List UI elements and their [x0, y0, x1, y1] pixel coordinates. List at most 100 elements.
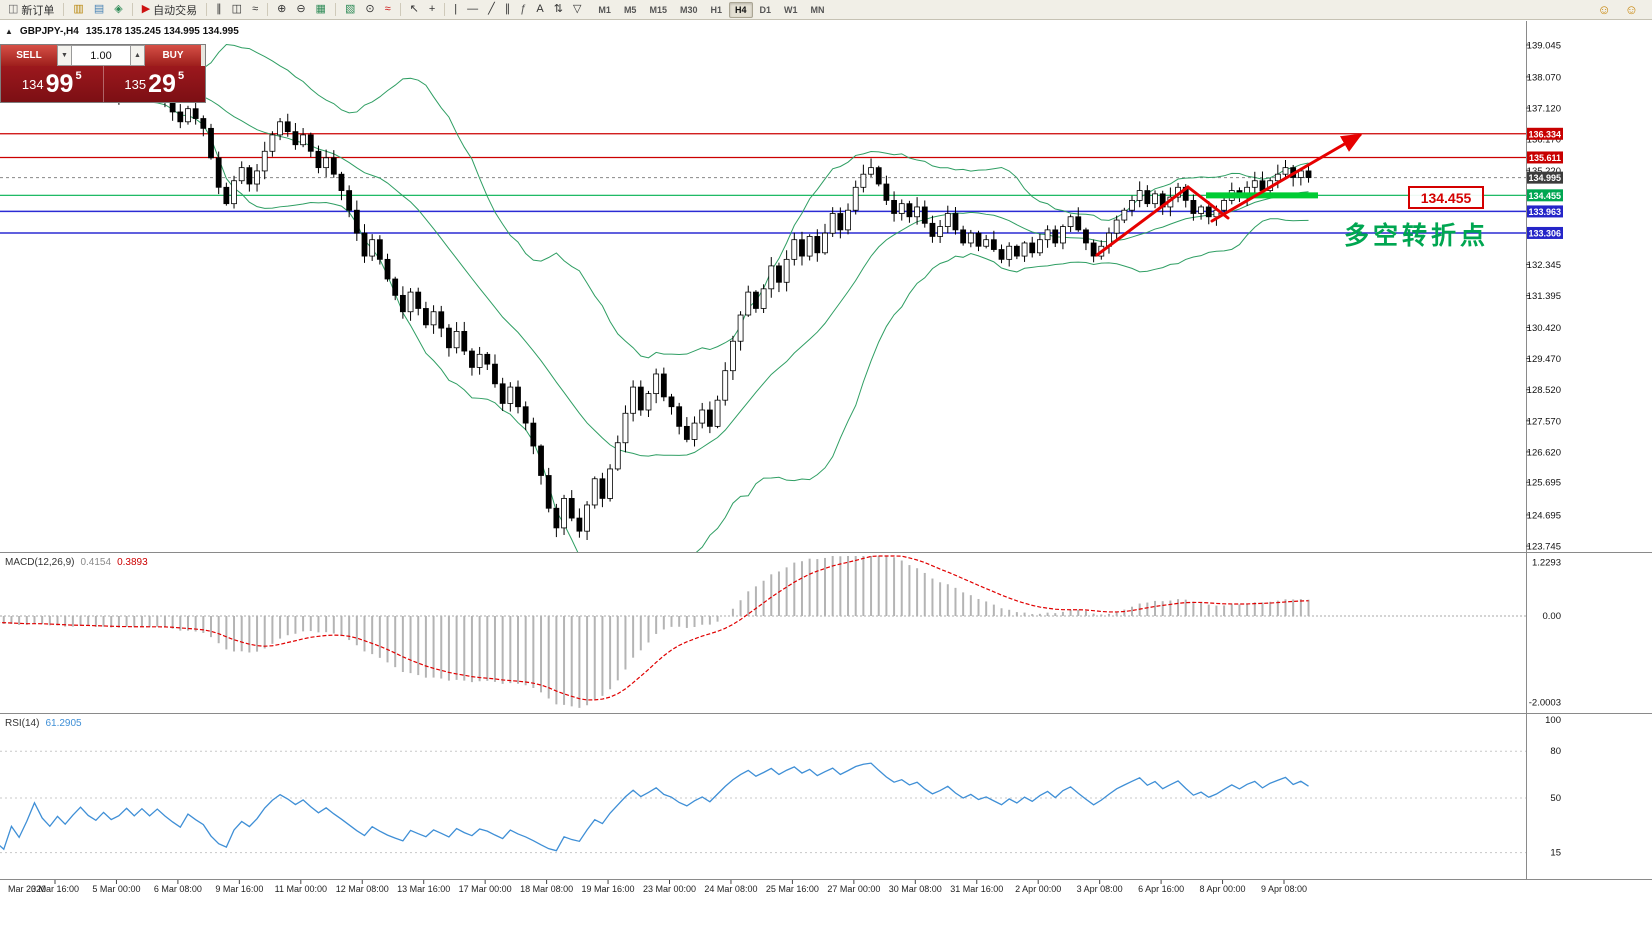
svg-text:134.995: 134.995 [1528, 173, 1561, 183]
new-order-button[interactable]: ◫ 新订单 [3, 1, 59, 19]
timeframe-mn-button[interactable]: MN [810, 4, 825, 15]
timeframe-h1-button[interactable]: H1 [710, 4, 722, 15]
timeframe-m5-button[interactable]: M5 [623, 4, 637, 15]
horizontal-line-icon: — [467, 3, 479, 15]
svg-text:Mar 2020: Mar 2020 [8, 884, 46, 894]
candlestick-chart-button[interactable]: ◫ [227, 1, 247, 19]
tile-windows-icon: ▦ [315, 3, 326, 15]
svg-text:25 Mar 16:00: 25 Mar 16:00 [766, 884, 819, 894]
svg-text:2 Apr 00:00: 2 Apr 00:00 [1015, 884, 1061, 894]
crosshair-button[interactable]: + [424, 1, 440, 19]
data-window-icon: ▤ [93, 3, 105, 15]
community-smiley-button[interactable]: ☺ [1597, 2, 1611, 17]
shapes-button[interactable]: ▽ [568, 1, 586, 19]
support-line-label [1527, 226, 1563, 239]
trendline-button[interactable]: ╱ [483, 1, 500, 19]
profiles-button[interactable]: ⊙ [360, 1, 379, 19]
new-chart-button[interactable]: ▧ [340, 1, 360, 19]
svg-text:128.520: 128.520 [1527, 385, 1561, 396]
data-window-button[interactable]: ▤ [89, 1, 109, 19]
toolbar-separator [63, 3, 65, 16]
buy-price-button[interactable]: 135 29 5 [104, 66, 206, 102]
svg-text:17 Mar 00:00: 17 Mar 00:00 [459, 884, 512, 894]
fibonacci-icon: ƒ [520, 3, 527, 15]
svg-text:124.695: 124.695 [1527, 510, 1561, 521]
macd-signal-line [0, 555, 1309, 701]
svg-text:130.420: 130.420 [1527, 323, 1561, 334]
zoom-out-button[interactable]: ⊖ [291, 1, 310, 19]
svg-text:133.306: 133.306 [1528, 228, 1561, 238]
line-chart-button[interactable]: ≈ [247, 1, 263, 19]
cursor-button[interactable]: ↖ [405, 1, 424, 19]
horizontal-line-button[interactable]: — [462, 1, 483, 19]
svg-text:3 Mar 16:00: 3 Mar 16:00 [31, 884, 79, 894]
timeframe-d1-button[interactable]: D1 [759, 4, 772, 15]
market-watch-button[interactable]: ▥ [68, 1, 88, 19]
resistance-line-label [1527, 127, 1563, 140]
sell-price-pips: 99 [45, 69, 74, 98]
timeframe-h4-button[interactable]: H4 [729, 1, 753, 18]
tile-windows-button[interactable]: ▦ [311, 1, 331, 19]
text-icon: A [536, 3, 544, 15]
sell-button[interactable]: SELL [1, 45, 57, 66]
navigator-button[interactable]: ◈ [109, 1, 127, 19]
rsi-value: 61.2905 [45, 718, 82, 729]
ohlc-values: 135.178 135.245 134.995 134.995 [85, 26, 239, 37]
macd-value: 0.4154 [80, 557, 112, 568]
fibonacci-button[interactable]: ƒ [515, 1, 531, 19]
svg-text:50: 50 [1550, 793, 1561, 804]
support-line-label [1527, 205, 1563, 218]
timeframe-m30-button[interactable]: M30 [679, 4, 698, 15]
horizontal-level-lines [0, 133, 1526, 234]
arrows-button[interactable]: ⇅ [549, 1, 568, 19]
svg-text:125.695: 125.695 [1527, 478, 1561, 489]
timeframe-w1-button[interactable]: W1 [784, 4, 798, 15]
zoom-in-button[interactable]: ⊕ [272, 1, 291, 19]
svg-text:132.345: 132.345 [1527, 260, 1561, 271]
text-button[interactable]: A [531, 1, 548, 19]
vertical-line-button[interactable]: | [449, 1, 462, 19]
buy-price-prefix: 135 [124, 76, 147, 92]
indicators-list-icon: ≈ [384, 3, 391, 15]
toolbar-buttons: ◫ 新订单 ▥ ▤ ◈ ▶ 自动交易 ∥ ◫ ≈ ⊕ ⊖ ▦ ▧ ⊙ ≈ ↖ + | — ╱ ∥ ƒ A ⇅ ▽ [3, 1, 586, 19]
indicators-list-button[interactable]: ≈ [380, 1, 396, 19]
price-axis[interactable]: 139.045 138.070 137.120 136.170 135.220 132.3… [1526, 41, 1563, 553]
buy-price-fraction: 5 [177, 70, 185, 82]
timeframe-m1-button[interactable]: M1 [598, 4, 611, 15]
lot-increase-button[interactable]: ▲ [130, 45, 145, 66]
svg-text:135.220: 135.220 [1527, 166, 1561, 177]
cursor-icon: ↖ [409, 3, 419, 15]
svg-text:137.120: 137.120 [1527, 104, 1561, 115]
trade-panel-toggle-icon[interactable]: ▲ [5, 27, 13, 36]
svg-text:15: 15 [1550, 848, 1561, 859]
buy-button[interactable]: BUY [145, 45, 201, 66]
rsi-line [0, 762, 1309, 852]
channel-button[interactable]: ∥ [500, 1, 516, 19]
bar-chart-button[interactable]: ∥ [211, 1, 227, 19]
turning-point-note: 多空转折点 [1344, 222, 1490, 250]
lot-size-input[interactable] [72, 45, 130, 66]
vertical-line-icon: | [454, 3, 458, 15]
lot-decrease-button[interactable]: ▼ [57, 45, 72, 66]
candlestick-chart-icon: ◫ [231, 3, 243, 15]
svg-text:9 Mar 16:00: 9 Mar 16:00 [215, 884, 263, 894]
toolbar-separator [206, 3, 208, 16]
svg-text:31 Mar 16:00: 31 Mar 16:00 [950, 884, 1003, 894]
sell-price-button[interactable]: 134 99 5 [1, 66, 104, 102]
svg-text:9 Apr 08:00: 9 Apr 08:00 [1261, 884, 1307, 894]
timeframe-m15-button[interactable]: M15 [649, 4, 667, 15]
channel-icon: ∥ [504, 3, 511, 15]
svg-text:3 Apr 08:00: 3 Apr 08:00 [1077, 884, 1123, 894]
current-price-label [1527, 171, 1563, 184]
resistance-line-label [1527, 151, 1563, 164]
support-line-label [1527, 189, 1563, 202]
new-chart-icon: ▧ [344, 3, 356, 15]
chart-background[interactable] [0, 20, 1652, 947]
autotrading-button[interactable]: ▶ 自动交易 [137, 1, 202, 19]
svg-text:136.170: 136.170 [1527, 135, 1561, 146]
rsi-name: RSI(14) [5, 718, 40, 729]
timeframe-switcher: M1 M5 M15 M30 H1 H4 D1 W1 MN [592, 1, 830, 18]
support-smiley-button[interactable]: ☺ [1624, 2, 1638, 17]
